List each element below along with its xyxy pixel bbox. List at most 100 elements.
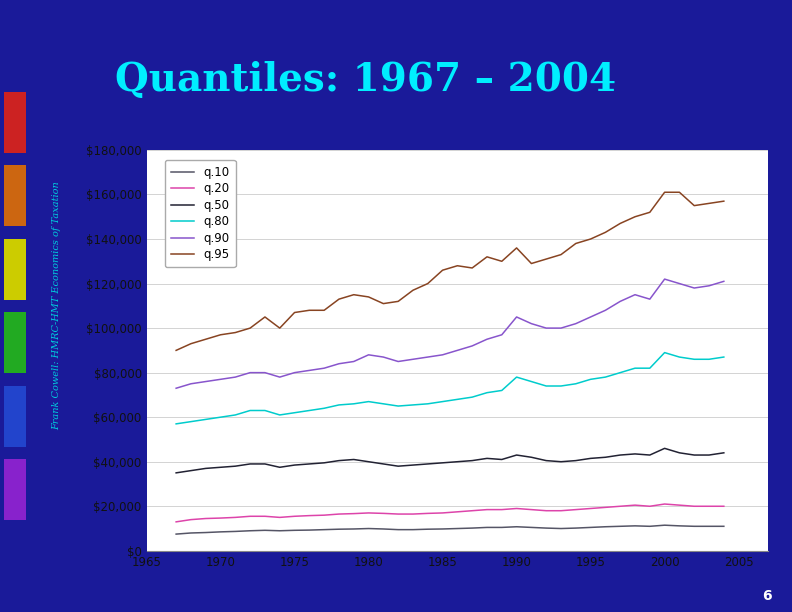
- q.80: [645, 365, 654, 372]
- q.20: [675, 501, 684, 509]
- q.80: [690, 356, 699, 363]
- q.50: [275, 464, 284, 471]
- q.90: [482, 335, 492, 343]
- q.20: [423, 510, 432, 517]
- q.95: [408, 286, 417, 294]
- q.10: [571, 524, 581, 532]
- q.10: [719, 523, 729, 530]
- q.95: [364, 293, 373, 300]
- q.10: [379, 525, 388, 532]
- Text: 6: 6: [763, 589, 772, 603]
- q.90: [261, 369, 270, 376]
- q.50: [201, 465, 211, 472]
- q.80: [615, 369, 625, 376]
- q.20: [305, 512, 314, 520]
- q.80: [186, 418, 196, 425]
- q.80: [349, 400, 359, 408]
- q.95: [186, 340, 196, 348]
- q.90: [542, 324, 551, 332]
- q.20: [215, 515, 225, 522]
- q.20: [630, 501, 640, 509]
- q.20: [704, 502, 714, 510]
- q.95: [615, 220, 625, 227]
- Line: q.20: q.20: [176, 504, 724, 522]
- q.10: [201, 529, 211, 536]
- q.20: [512, 505, 521, 512]
- q.90: [452, 346, 462, 354]
- q.10: [467, 524, 477, 532]
- q.80: [586, 376, 596, 383]
- q.50: [690, 452, 699, 459]
- q.95: [600, 229, 610, 236]
- q.80: [423, 400, 432, 408]
- Text: Frank Cowell: HMRC-HMT Economics of Taxation: Frank Cowell: HMRC-HMT Economics of Taxa…: [52, 182, 62, 430]
- Line: q.10: q.10: [176, 525, 724, 534]
- q.50: [246, 460, 255, 468]
- q.10: [246, 527, 255, 534]
- q.50: [542, 457, 551, 465]
- q.80: [660, 349, 669, 356]
- q.90: [246, 369, 255, 376]
- q.50: [423, 460, 432, 468]
- q.95: [290, 309, 299, 316]
- q.95: [704, 200, 714, 207]
- q.80: [230, 411, 240, 419]
- q.50: [290, 461, 299, 469]
- q.10: [349, 525, 359, 532]
- q.10: [482, 524, 492, 531]
- q.10: [364, 525, 373, 532]
- q.20: [408, 510, 417, 518]
- q.95: [275, 324, 284, 332]
- q.20: [379, 510, 388, 517]
- q.95: [394, 297, 403, 305]
- q.90: [630, 291, 640, 299]
- q.10: [527, 524, 536, 531]
- q.95: [246, 324, 255, 332]
- q.50: [660, 445, 669, 452]
- q.50: [394, 463, 403, 470]
- q.20: [201, 515, 211, 522]
- q.10: [215, 528, 225, 536]
- q.95: [556, 251, 565, 258]
- q.90: [527, 320, 536, 327]
- q.95: [675, 188, 684, 196]
- q.20: [319, 512, 329, 519]
- q.90: [615, 297, 625, 305]
- q.20: [482, 506, 492, 513]
- q.50: [215, 464, 225, 471]
- q.80: [201, 416, 211, 423]
- q.20: [600, 504, 610, 511]
- q.80: [600, 373, 610, 381]
- q.90: [319, 365, 329, 372]
- q.20: [394, 510, 403, 518]
- q.20: [586, 505, 596, 512]
- q.10: [186, 529, 196, 537]
- q.20: [230, 513, 240, 521]
- q.50: [600, 453, 610, 461]
- q.80: [171, 420, 181, 428]
- q.10: [600, 523, 610, 531]
- q.95: [645, 209, 654, 216]
- q.20: [349, 510, 359, 517]
- q.20: [556, 507, 565, 514]
- q.10: [512, 523, 521, 531]
- q.50: [497, 456, 507, 463]
- q.50: [512, 452, 521, 459]
- q.80: [497, 387, 507, 394]
- q.80: [215, 414, 225, 421]
- q.50: [364, 458, 373, 465]
- q.80: [571, 380, 581, 387]
- q.95: [201, 335, 211, 343]
- q.10: [586, 524, 596, 531]
- q.50: [719, 449, 729, 457]
- q.20: [186, 516, 196, 523]
- Line: q.80: q.80: [176, 353, 724, 424]
- q.95: [349, 291, 359, 299]
- q.50: [482, 455, 492, 462]
- q.10: [645, 523, 654, 530]
- q.95: [423, 280, 432, 287]
- q.50: [379, 460, 388, 468]
- q.95: [467, 264, 477, 272]
- q.50: [349, 456, 359, 463]
- q.20: [571, 506, 581, 513]
